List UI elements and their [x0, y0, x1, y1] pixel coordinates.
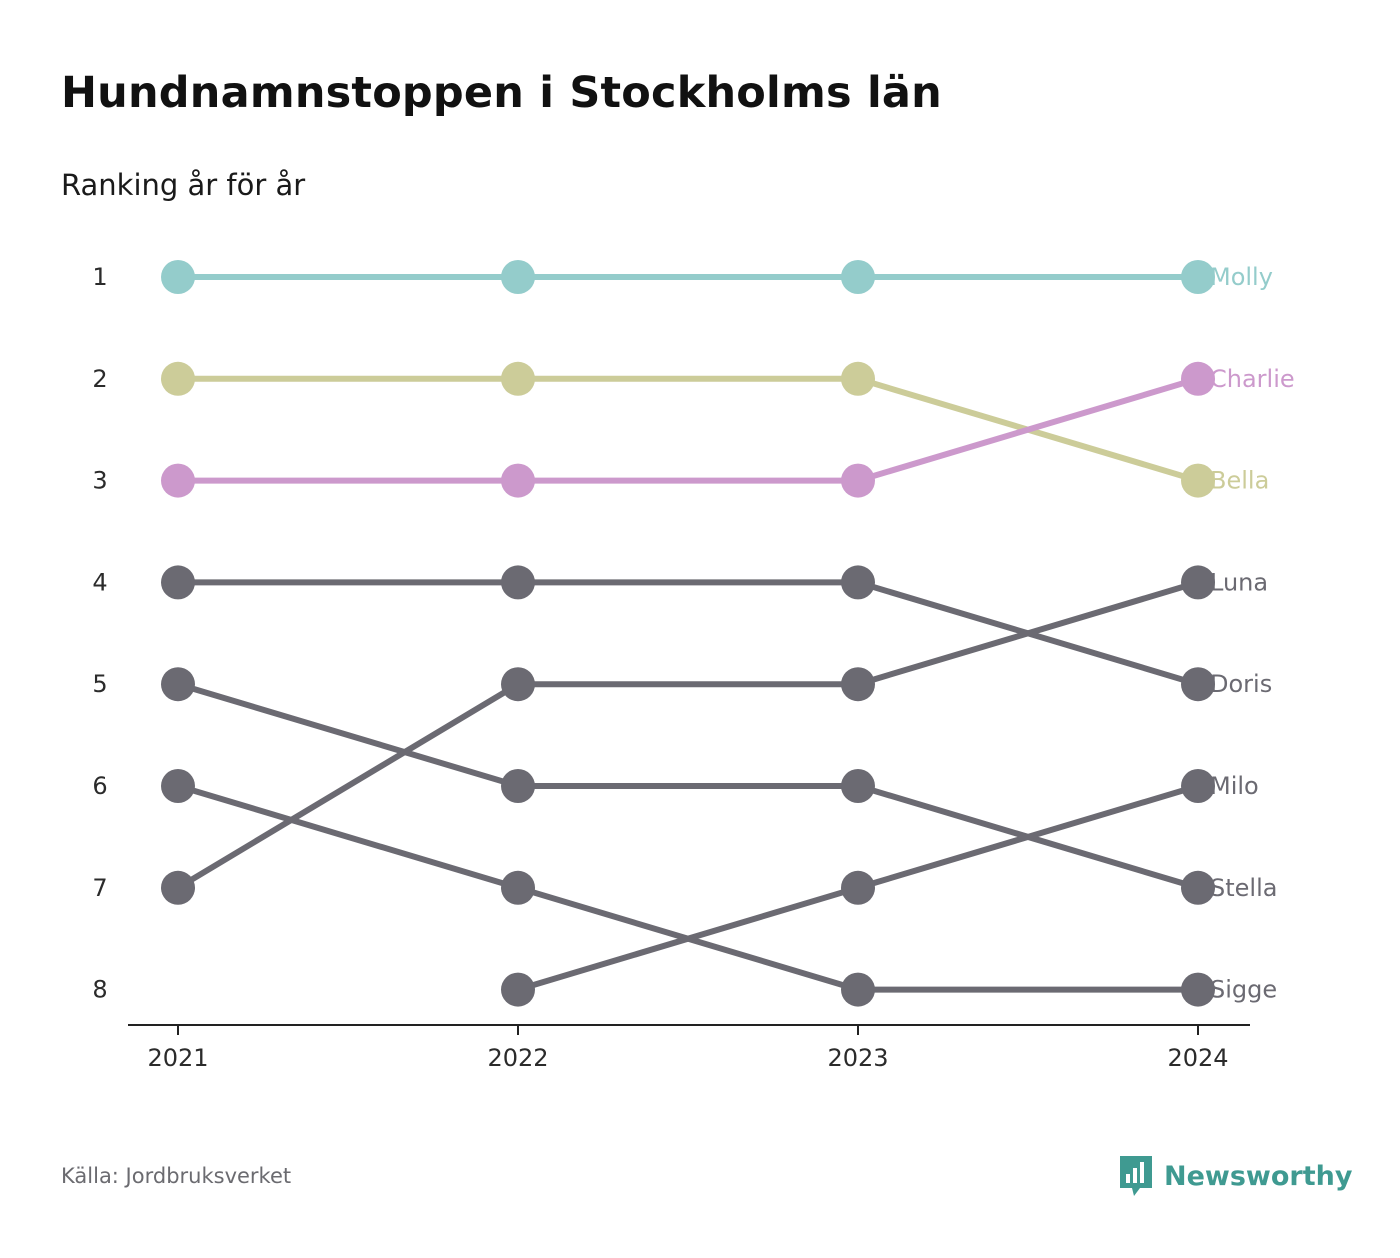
point-bella-2023 [841, 361, 875, 396]
point-stella-2021 [161, 667, 195, 702]
point-charlie-2021 [161, 463, 195, 498]
x-tick-label-2024: 2024 [1167, 1044, 1228, 1072]
point-milo-2023 [841, 870, 875, 905]
point-milo-2024 [1181, 769, 1215, 803]
newsworthy-logo: Newsworthy [1118, 1154, 1352, 1198]
y-tick-label-2: 2 [92, 365, 107, 393]
series-line-stella [177, 681, 1199, 891]
point-molly-2021 [161, 260, 195, 294]
end-label-milo: Milo [1210, 772, 1259, 800]
y-tick-label-1: 1 [92, 263, 107, 291]
y-tick-label-3: 3 [92, 467, 107, 495]
point-sigge-2022 [501, 870, 535, 905]
point-luna-2022 [501, 667, 535, 702]
x-tick-label-2022: 2022 [487, 1044, 548, 1072]
point-molly-2023 [841, 260, 875, 294]
series-line-charlie [178, 375, 1199, 484]
point-molly-2024 [1181, 260, 1215, 294]
point-molly-2022 [501, 260, 535, 294]
series-points [161, 260, 1215, 1007]
y-tick-label-8: 8 [92, 976, 107, 1004]
chart-subtitle: Ranking år för år [61, 168, 306, 202]
point-doris-2021 [161, 565, 195, 600]
x-tick-label-2021: 2021 [147, 1044, 208, 1072]
y-tick-label-5: 5 [92, 670, 107, 698]
point-milo-2022 [501, 972, 535, 1007]
end-label-charlie: Charlie [1210, 365, 1295, 393]
point-doris-2022 [501, 565, 535, 600]
y-tick-label-7: 7 [92, 874, 107, 902]
point-sigge-2024 [1181, 972, 1215, 1007]
point-luna-2023 [841, 667, 875, 702]
point-charlie-2024 [1181, 361, 1215, 396]
point-stella-2022 [501, 769, 535, 803]
y-tick-label-4: 4 [92, 568, 107, 596]
y-axis-ticks: 1 2 3 4 5 6 7 8 [92, 263, 107, 1004]
end-label-bella: Bella [1210, 467, 1269, 495]
point-luna-2024 [1181, 565, 1215, 600]
end-label-molly: Molly [1210, 263, 1273, 291]
series-line-doris [178, 579, 1199, 688]
point-charlie-2023 [841, 463, 875, 498]
source-note: Källa: Jordbruksverket [61, 1164, 292, 1188]
end-label-luna: Luna [1210, 568, 1268, 596]
series-line-luna [176, 579, 1199, 891]
y-tick-label-6: 6 [92, 772, 107, 800]
point-sigge-2021 [161, 769, 195, 803]
x-axis-ticks: 2021 2022 2023 2024 [147, 1025, 1229, 1072]
point-bella-2021 [161, 361, 195, 396]
chart-title: Hundnamnstoppen i Stockholms län [61, 68, 942, 118]
logo-text: Newsworthy [1164, 1160, 1353, 1192]
x-tick-label-2023: 2023 [827, 1044, 888, 1072]
point-charlie-2022 [501, 463, 535, 498]
end-label-doris: Doris [1210, 670, 1272, 698]
series-lines [176, 274, 1199, 993]
point-doris-2023 [841, 565, 875, 600]
point-stella-2024 [1181, 870, 1215, 905]
point-sigge-2023 [841, 972, 875, 1007]
series-end-labels: Sigge Stella Milo Doris Luna Bella Charlie Moll… [1210, 263, 1295, 1004]
end-label-sigge: Sigge [1210, 976, 1277, 1004]
point-bella-2022 [501, 361, 535, 396]
series-line-sigge [177, 783, 1198, 993]
newsworthy-chat-bars-icon [1120, 1156, 1152, 1196]
end-label-stella: Stella [1210, 874, 1277, 902]
point-doris-2024 [1181, 667, 1215, 702]
point-luna-2021 [161, 870, 195, 905]
point-stella-2023 [841, 769, 875, 803]
series-line-bella [178, 375, 1199, 484]
point-bella-2024 [1181, 463, 1215, 498]
